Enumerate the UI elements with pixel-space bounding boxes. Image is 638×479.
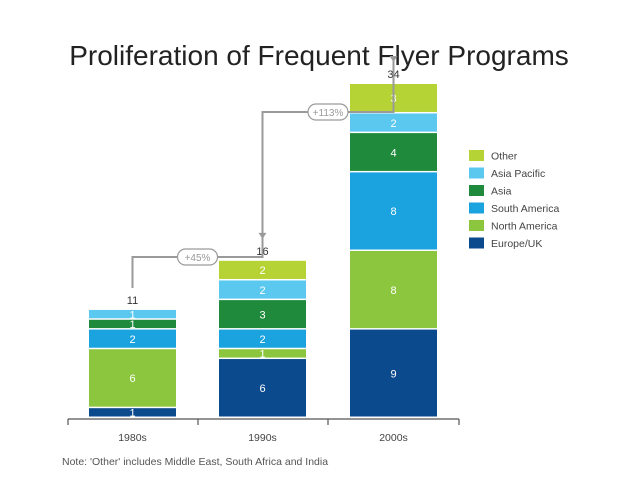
bar-2000s-asia bbox=[350, 133, 437, 171]
bar-1990s-north-america bbox=[219, 349, 306, 358]
data-label-1990s-asia: 3 bbox=[259, 309, 265, 321]
legend-swatch-north-america bbox=[469, 220, 484, 231]
data-label-2000s-asia: 4 bbox=[390, 147, 396, 159]
growth-1980s-1990s-label: +45% bbox=[185, 253, 211, 264]
x-tick-label-1990s: 1990s bbox=[248, 432, 277, 444]
legend-group: Other Asia Pacific Asia South America North … bbox=[469, 150, 559, 250]
legend-swatch-south-america bbox=[469, 202, 484, 214]
slide-title: Proliferation of Frequent Flyer Programs bbox=[69, 40, 569, 71]
bar-2000s-north-america bbox=[350, 251, 437, 329]
growth-1980s-1990s-pill bbox=[176, 248, 219, 266]
x-tick-label-2000s: 2000s bbox=[379, 432, 408, 444]
data-label-2000s-north-america: 8 bbox=[390, 285, 396, 297]
bar-1990s-south-america bbox=[219, 329, 306, 348]
data-label-1980s-asia: 1 bbox=[129, 319, 135, 331]
legend-label-asia-pacific: Asia Pacific bbox=[491, 168, 545, 180]
total-label-1980s: 11 bbox=[127, 295, 138, 307]
data-label-1980s-south-america: 2 bbox=[129, 334, 135, 346]
x-axis-group: 1980s 1990s 2000s bbox=[67, 418, 460, 444]
data-label-1990s-other: 2 bbox=[259, 265, 265, 277]
growth-1990s-2000s-label: +113% bbox=[313, 108, 344, 119]
bar-1990s-europe-uk bbox=[219, 359, 306, 417]
legend-label-europe-uk: Europe/UK bbox=[491, 238, 542, 250]
legend-swatch-europe-uk bbox=[469, 237, 484, 249]
growth-1990s-2000s-arrowhead bbox=[389, 56, 398, 62]
bar-2000s-asia-pacific bbox=[350, 113, 437, 132]
growth-arrows-group: +45% +113% bbox=[131, 56, 398, 288]
legend-swatch-asia bbox=[469, 185, 484, 196]
data-label-1980s-north-america: 6 bbox=[129, 373, 135, 385]
bar-2000s-europe-uk bbox=[350, 329, 437, 417]
legend-label-south-america: South America bbox=[491, 203, 559, 215]
data-label-1980s-asia-pacific: 1 bbox=[129, 309, 135, 321]
growth-1990s-2000s-pill bbox=[307, 103, 349, 121]
data-label-1990s-europe-uk: 6 bbox=[259, 383, 265, 395]
legend-label-other: Other bbox=[491, 151, 518, 163]
bar-1990s-asia bbox=[219, 300, 306, 329]
bar-2000s-south-america bbox=[350, 172, 437, 250]
bar-1980s-europe-uk bbox=[89, 408, 176, 417]
data-label-1980s-europe-uk: 1 bbox=[129, 408, 135, 420]
bar-1990s-other bbox=[219, 260, 306, 279]
bar-1980s-north-america bbox=[89, 349, 176, 407]
legend-label-asia: Asia bbox=[491, 186, 512, 198]
legend-swatch-asia-pacific bbox=[469, 167, 484, 179]
data-label-2000s-europe-uk: 9 bbox=[390, 368, 396, 380]
x-tick-label-1980s: 1980s bbox=[118, 432, 147, 444]
chart-note: Note: 'Other' includes Middle East, Sout… bbox=[62, 456, 329, 468]
bar-1980s-south-america bbox=[89, 329, 176, 348]
data-label-2000s-south-america: 8 bbox=[390, 206, 396, 218]
data-label-2000s-asia-pacific: 2 bbox=[390, 118, 396, 130]
bar-1990s-asia-pacific bbox=[219, 280, 306, 299]
data-label-1990s-asia-pacific: 2 bbox=[259, 285, 265, 297]
legend-swatch-other bbox=[469, 150, 484, 161]
bar-1980s-asia bbox=[89, 319, 176, 329]
data-label-1990s-south-america: 2 bbox=[259, 334, 265, 346]
bar-1980s-asia-pacific bbox=[89, 309, 176, 319]
legend-label-north-america: North America bbox=[491, 221, 558, 233]
data-label-1990s-north-america: 1 bbox=[259, 349, 265, 361]
